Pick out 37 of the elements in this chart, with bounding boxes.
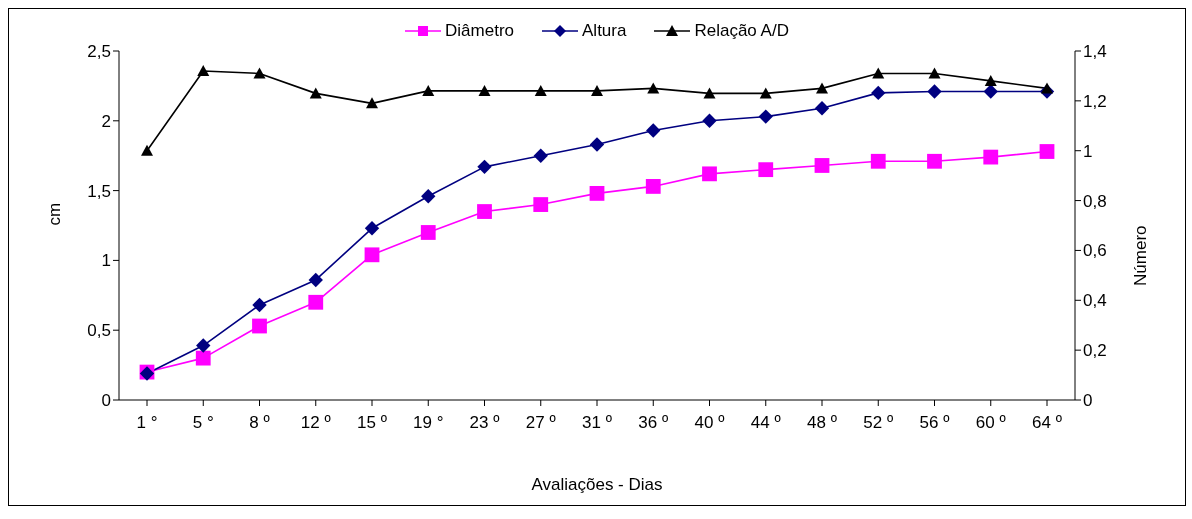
x-tick-label: 36 º [638,413,669,433]
legend-label: Altura [582,21,627,41]
x-axis-title: Avaliações - Dias [531,475,663,494]
x-tick-label: 56 º [919,413,950,433]
x-tick-label: 8 º [249,413,270,433]
y2-tick-label: 1 [1083,141,1093,161]
y2-tick-label: 0,8 [1083,191,1107,211]
x-tick-label: 12 º [300,413,331,433]
y-tick-label: 1 [101,251,111,271]
x-tick-label: 31 º [582,413,612,433]
y2-tick-label: 0,4 [1083,291,1107,311]
x-tick-label: 23 º [469,413,500,433]
y-tick-label: 2,5 [87,42,111,62]
y2-tick-label: 0,2 [1083,341,1107,361]
x-tick-label: 52 º [863,413,894,433]
y2-tick-label: 1,2 [1083,91,1107,111]
x-tick-label: 19 ° [413,413,444,433]
x-tick-label: 5 ° [192,413,214,433]
y-tick-label: 1,5 [87,181,111,201]
y-tick-label: 0 [101,391,111,411]
y2-tick-label: 0,6 [1083,241,1107,261]
y2-tick-label: 1,4 [1083,42,1107,62]
y-tick-label: 2 [101,111,111,131]
x-tick-label: 48 º [807,413,837,433]
y-axis-title: cm [45,202,65,226]
y-tick-label: 0,5 [87,321,111,341]
legend-label: Diâmetro [445,21,515,41]
legend-label: Relação A/D [694,21,789,41]
x-tick-label: 64 º [1032,413,1062,433]
x-tick-label: 27 º [525,413,556,433]
y2-axis-title: Número [1131,225,1151,286]
x-tick-label: 15 º [357,413,387,433]
y2-tick-label: 0 [1083,391,1093,411]
x-tick-label: 44 º [750,413,781,433]
x-tick-label: 40 º [694,413,725,433]
x-tick-label: 60 º [975,413,1006,433]
x-tick-label: 1 ° [136,413,158,433]
